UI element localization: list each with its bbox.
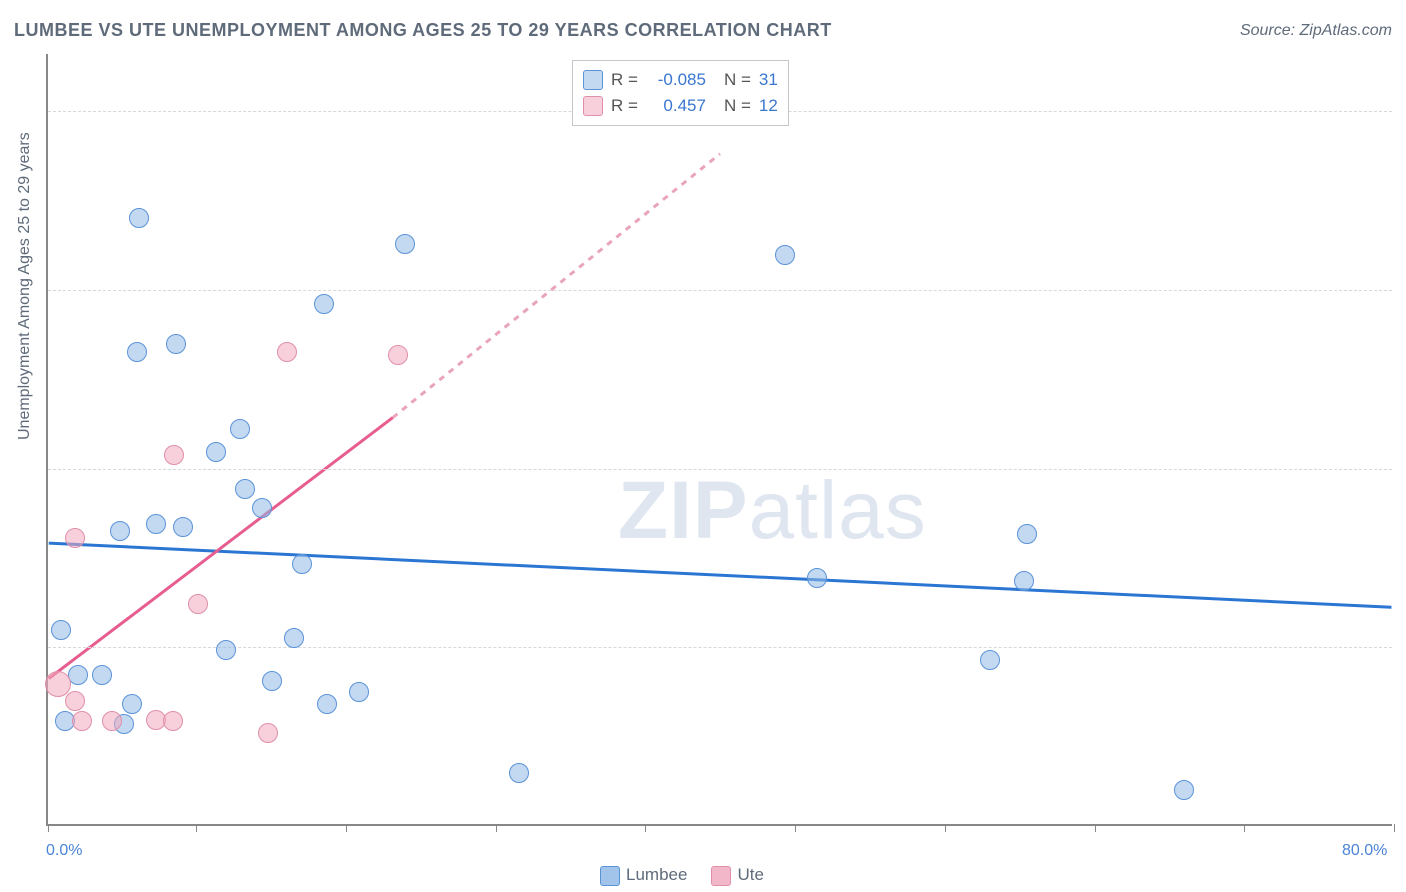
x-tick (795, 824, 796, 832)
source-attribution: Source: ZipAtlas.com (1240, 22, 1392, 40)
data-point (1014, 571, 1034, 591)
legend-n-label: N = (724, 93, 751, 119)
scatter-chart: ZIPatlas 12.5%25.0%37.5%50.0% R = -0.085… (46, 54, 1392, 826)
x-min-label: 0.0% (46, 842, 82, 860)
data-point (277, 342, 297, 362)
legend-item: Ute (711, 865, 763, 886)
legend-swatch (711, 866, 731, 886)
data-point (509, 763, 529, 783)
watermark-zip: ZIP (618, 465, 749, 556)
legend-r-label: R = (611, 93, 638, 119)
legend-swatch (583, 70, 603, 90)
x-tick (48, 824, 49, 832)
data-point (314, 294, 334, 314)
legend-item: Lumbee (600, 865, 687, 886)
chart-header: LUMBEE VS UTE UNEMPLOYMENT AMONG AGES 25… (14, 20, 1392, 41)
data-point (122, 694, 142, 714)
data-point (65, 691, 85, 711)
legend-n-value: 31 (759, 67, 778, 93)
data-point (317, 694, 337, 714)
legend-row: R = -0.085 N = 31 (583, 67, 778, 93)
legend-label: Lumbee (626, 865, 687, 884)
data-point (92, 665, 112, 685)
legend-r-value: -0.085 (646, 67, 706, 93)
data-point (1174, 780, 1194, 800)
data-point (146, 514, 166, 534)
data-point (252, 498, 272, 518)
legend-r-label: R = (611, 67, 638, 93)
data-point (230, 419, 250, 439)
data-point (775, 245, 795, 265)
data-point (206, 442, 226, 462)
trend-line (393, 154, 720, 418)
data-point (163, 711, 183, 731)
x-tick (496, 824, 497, 832)
data-point (102, 711, 122, 731)
gridline (48, 469, 1392, 470)
data-point (980, 650, 1000, 670)
gridline (48, 290, 1392, 291)
legend-swatch (600, 866, 620, 886)
x-tick (1244, 824, 1245, 832)
data-point (188, 594, 208, 614)
data-point (284, 628, 304, 648)
legend-r-value: 0.457 (646, 93, 706, 119)
data-point (1017, 524, 1037, 544)
data-point (235, 479, 255, 499)
legend-n-label: N = (724, 67, 751, 93)
data-point (72, 711, 92, 731)
x-tick (945, 824, 946, 832)
trend-lines-layer (48, 54, 1392, 824)
legend-label: Ute (737, 865, 763, 884)
data-point (164, 445, 184, 465)
data-point (166, 334, 186, 354)
y-axis-label: Unemployment Among Ages 25 to 29 years (16, 132, 34, 440)
data-point (129, 208, 149, 228)
gridline (48, 647, 1392, 648)
x-tick (1394, 824, 1395, 832)
data-point (395, 234, 415, 254)
x-max-label: 80.0% (1342, 842, 1387, 860)
data-point (127, 342, 147, 362)
data-point (807, 568, 827, 588)
x-tick (196, 824, 197, 832)
legend-swatch (583, 96, 603, 116)
data-point (110, 521, 130, 541)
x-tick (346, 824, 347, 832)
data-point (292, 554, 312, 574)
x-tick (645, 824, 646, 832)
data-point (349, 682, 369, 702)
legend-n-value: 12 (759, 93, 778, 119)
legend-bottom: Lumbee Ute (600, 865, 764, 886)
data-point (173, 517, 193, 537)
watermark-atlas: atlas (749, 465, 927, 556)
watermark: ZIPatlas (618, 464, 927, 558)
chart-title: LUMBEE VS UTE UNEMPLOYMENT AMONG AGES 25… (14, 20, 832, 41)
data-point (258, 723, 278, 743)
data-point (216, 640, 236, 660)
x-tick (1095, 824, 1096, 832)
data-point (65, 528, 85, 548)
trend-line (49, 543, 1392, 607)
data-point (262, 671, 282, 691)
data-point (68, 665, 88, 685)
data-point (51, 620, 71, 640)
legend-row: R = 0.457 N = 12 (583, 93, 778, 119)
correlation-legend: R = -0.085 N = 31 R = 0.457 N = 12 (572, 60, 789, 126)
data-point (388, 345, 408, 365)
